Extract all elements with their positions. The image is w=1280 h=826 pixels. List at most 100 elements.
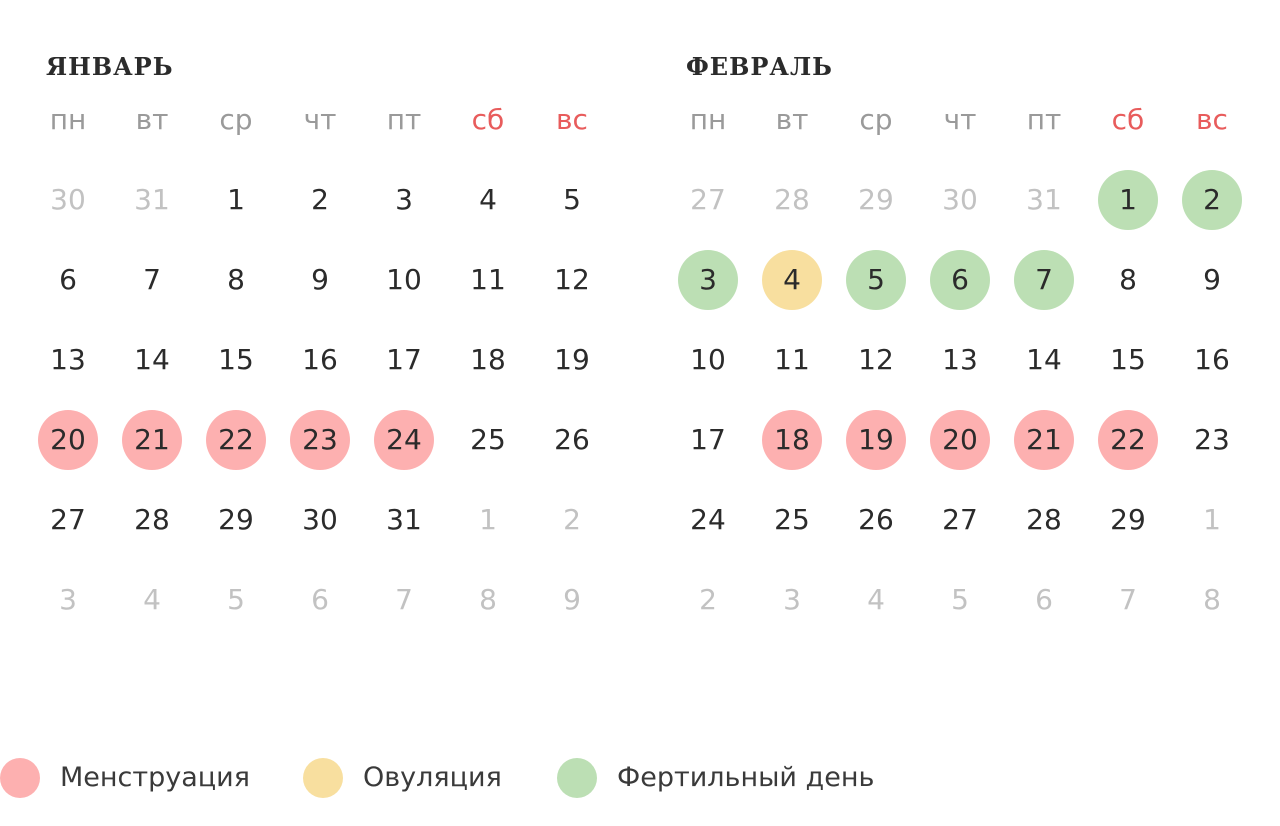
- day-cell[interactable]: 6: [59, 263, 77, 296]
- day-cell-fertile[interactable]: 3: [678, 250, 738, 310]
- weekday-label: ср: [219, 103, 253, 136]
- day-cell-other-month[interactable]: 4: [143, 583, 161, 616]
- day-cell[interactable]: 17: [386, 343, 422, 376]
- day-cell-other-month[interactable]: 7: [395, 583, 413, 616]
- month-title: ФЕВРАЛЬ: [686, 52, 833, 81]
- day-cell-ovulation[interactable]: 4: [762, 250, 822, 310]
- day-cell-other-month[interactable]: 2: [563, 503, 581, 536]
- day-cell[interactable]: 15: [1110, 343, 1146, 376]
- day-cell[interactable]: 29: [218, 503, 254, 536]
- weekday-label: сб: [471, 103, 505, 136]
- day-cell[interactable]: 4: [479, 183, 497, 216]
- week-row: 13 14 15 16 17 18 19: [38, 330, 626, 390]
- day-cell[interactable]: 1: [227, 183, 245, 216]
- week-row: 3 4 5 6 7 8 9: [38, 570, 626, 630]
- day-cell-fertile[interactable]: 1: [1098, 170, 1158, 230]
- weekday-label: вт: [775, 103, 809, 136]
- day-cell[interactable]: 31: [386, 503, 422, 536]
- day-cell[interactable]: 5: [563, 183, 581, 216]
- day-cell[interactable]: 9: [1203, 263, 1221, 296]
- day-cell-other-month[interactable]: 3: [59, 583, 77, 616]
- day-cell[interactable]: 14: [1026, 343, 1062, 376]
- day-cell[interactable]: 8: [1119, 263, 1137, 296]
- day-cell-other-month[interactable]: 3: [783, 583, 801, 616]
- weekday-label: пн: [689, 103, 727, 136]
- day-cell[interactable]: 24: [690, 503, 726, 536]
- day-cell[interactable]: 7: [143, 263, 161, 296]
- day-cell[interactable]: 29: [1110, 503, 1146, 536]
- day-cell-other-month[interactable]: 27: [690, 183, 726, 216]
- day-cell[interactable]: 11: [470, 263, 506, 296]
- day-cell-other-month[interactable]: 7: [1119, 583, 1137, 616]
- day-cell-other-month[interactable]: 30: [50, 183, 86, 216]
- day-cell-fertile[interactable]: 5: [846, 250, 906, 310]
- day-cell-menstruation[interactable]: 22: [206, 410, 266, 470]
- day-cell-fertile[interactable]: 2: [1182, 170, 1242, 230]
- day-cell[interactable]: 27: [50, 503, 86, 536]
- weekday-label: сб: [1111, 103, 1145, 136]
- day-cell-other-month[interactable]: 2: [699, 583, 717, 616]
- day-cell[interactable]: 19: [554, 343, 590, 376]
- day-cell-other-month[interactable]: 29: [858, 183, 894, 216]
- day-cell[interactable]: 16: [1194, 343, 1230, 376]
- day-cell[interactable]: 28: [1026, 503, 1062, 536]
- day-cell-menstruation[interactable]: 19: [846, 410, 906, 470]
- day-cell-menstruation[interactable]: 20: [930, 410, 990, 470]
- day-cell[interactable]: 10: [690, 343, 726, 376]
- legend: Менструация Овуляция Фертильный день: [0, 758, 1280, 798]
- day-cell[interactable]: 10: [386, 263, 422, 296]
- day-cell-other-month[interactable]: 5: [951, 583, 969, 616]
- day-cell[interactable]: 13: [942, 343, 978, 376]
- day-cell-fertile[interactable]: 7: [1014, 250, 1074, 310]
- day-cell[interactable]: 12: [554, 263, 590, 296]
- day-cell-other-month[interactable]: 9: [563, 583, 581, 616]
- day-cell[interactable]: 18: [470, 343, 506, 376]
- day-cell[interactable]: 3: [395, 183, 413, 216]
- day-cell-other-month[interactable]: 31: [134, 183, 170, 216]
- day-cell-other-month[interactable]: 8: [1203, 583, 1221, 616]
- day-cell[interactable]: 17: [690, 423, 726, 456]
- day-cell[interactable]: 15: [218, 343, 254, 376]
- day-cell[interactable]: 13: [50, 343, 86, 376]
- day-cell[interactable]: 2: [311, 183, 329, 216]
- day-cell-menstruation[interactable]: 24: [374, 410, 434, 470]
- day-cell-other-month[interactable]: 5: [227, 583, 245, 616]
- day-cell-other-month[interactable]: 1: [1203, 503, 1221, 536]
- day-cell[interactable]: 26: [554, 423, 590, 456]
- day-cell[interactable]: 26: [858, 503, 894, 536]
- week-row: 30 31 1 2 3 4 5: [38, 170, 626, 230]
- day-cell-menstruation[interactable]: 21: [122, 410, 182, 470]
- day-cell[interactable]: 30: [302, 503, 338, 536]
- day-cell-fertile[interactable]: 6: [930, 250, 990, 310]
- day-cell-menstruation[interactable]: 23: [290, 410, 350, 470]
- day-cell-other-month[interactable]: 4: [867, 583, 885, 616]
- day-cell[interactable]: 25: [774, 503, 810, 536]
- day-cell[interactable]: 12: [858, 343, 894, 376]
- week-row: 2 3 4 5 6 7 8: [678, 570, 1266, 630]
- day-cell[interactable]: 28: [134, 503, 170, 536]
- day-cell[interactable]: 16: [302, 343, 338, 376]
- day-cell[interactable]: 11: [774, 343, 810, 376]
- day-cell[interactable]: 14: [134, 343, 170, 376]
- day-cell-menstruation[interactable]: 18: [762, 410, 822, 470]
- weekday-label: ср: [859, 103, 893, 136]
- day-cell[interactable]: 23: [1194, 423, 1230, 456]
- day-cell[interactable]: 8: [227, 263, 245, 296]
- week-row: 27 28 29 30 31 1 2: [38, 490, 626, 550]
- legend-swatch-fertile: [557, 758, 597, 798]
- day-cell-other-month[interactable]: 6: [1035, 583, 1053, 616]
- day-cell[interactable]: 27: [942, 503, 978, 536]
- day-cell-menstruation[interactable]: 22: [1098, 410, 1158, 470]
- day-cell-other-month[interactable]: 30: [942, 183, 978, 216]
- day-cell-other-month[interactable]: 8: [479, 583, 497, 616]
- day-cell-other-month[interactable]: 31: [1026, 183, 1062, 216]
- day-cell-other-month[interactable]: 6: [311, 583, 329, 616]
- day-cell-other-month[interactable]: 1: [479, 503, 497, 536]
- day-cell[interactable]: 25: [470, 423, 506, 456]
- day-cell[interactable]: 9: [311, 263, 329, 296]
- day-cell-menstruation[interactable]: 20: [38, 410, 98, 470]
- weekday-label: вс: [556, 103, 588, 136]
- day-cell-other-month[interactable]: 28: [774, 183, 810, 216]
- day-cell-menstruation[interactable]: 21: [1014, 410, 1074, 470]
